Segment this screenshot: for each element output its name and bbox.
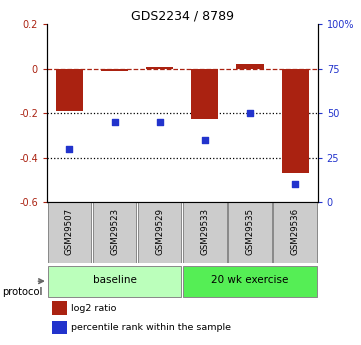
Text: GSM29523: GSM29523 xyxy=(110,208,119,255)
Text: baseline: baseline xyxy=(93,275,136,285)
Bar xyxy=(93,202,136,263)
Bar xyxy=(52,321,67,334)
Point xyxy=(292,181,298,187)
Text: GSM29507: GSM29507 xyxy=(65,208,74,255)
Bar xyxy=(101,69,128,71)
Bar xyxy=(236,64,264,69)
Text: 20 wk exercise: 20 wk exercise xyxy=(211,275,289,285)
Bar xyxy=(146,68,173,69)
Point xyxy=(202,137,208,142)
Point xyxy=(157,119,162,125)
Bar xyxy=(274,202,317,263)
Text: protocol: protocol xyxy=(2,287,42,296)
Bar xyxy=(56,69,83,111)
Bar xyxy=(48,266,182,297)
Bar xyxy=(52,301,67,315)
Text: GSM29529: GSM29529 xyxy=(155,208,164,255)
Point xyxy=(67,146,73,151)
Text: GSM29536: GSM29536 xyxy=(291,208,300,255)
Text: percentile rank within the sample: percentile rank within the sample xyxy=(71,323,231,332)
Point xyxy=(247,110,253,116)
Bar xyxy=(48,202,91,263)
Bar xyxy=(229,202,272,263)
Bar xyxy=(282,69,309,173)
Text: GSM29533: GSM29533 xyxy=(200,208,209,255)
Text: log2 ratio: log2 ratio xyxy=(71,304,117,313)
Bar xyxy=(183,202,227,263)
Bar xyxy=(191,69,218,119)
Text: GSM29535: GSM29535 xyxy=(245,208,255,255)
Bar xyxy=(138,202,182,263)
Bar xyxy=(183,266,317,297)
Title: GDS2234 / 8789: GDS2234 / 8789 xyxy=(131,10,234,23)
Point xyxy=(112,119,118,125)
